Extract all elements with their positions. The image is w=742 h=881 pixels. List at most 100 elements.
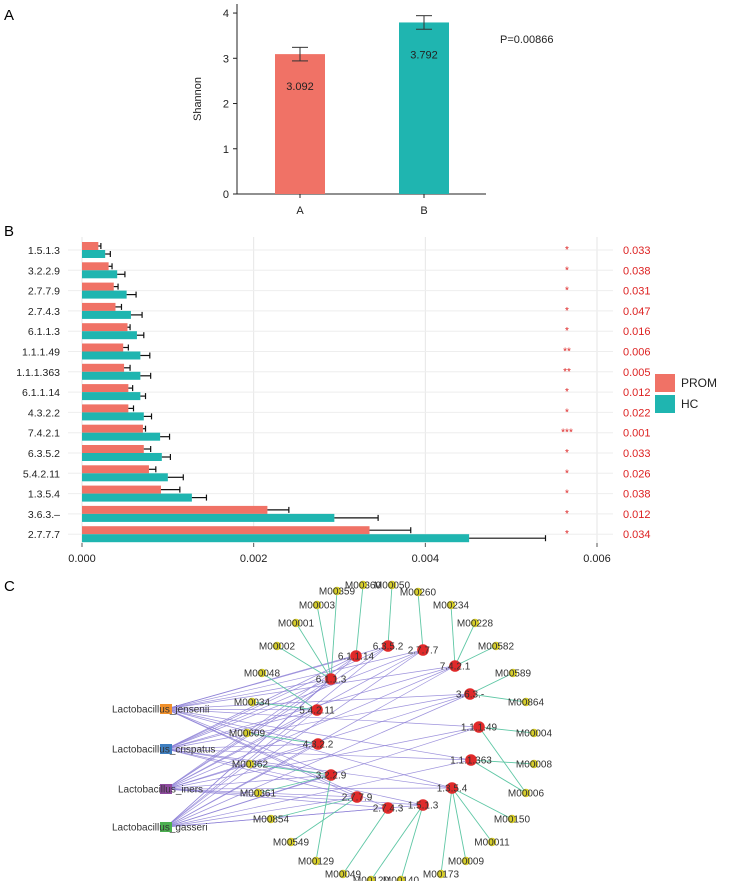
b-pvalue-label: 0.038 [623,265,651,277]
c-ec-node [417,644,429,656]
c-module-node [245,759,255,769]
b-bar-hc [82,250,106,258]
c-module-node [387,580,397,590]
b-x-tick-label: 0.006 [583,553,611,565]
b-bar-hc [82,392,141,401]
panel-label-b: B [4,223,14,240]
b-bar-prom [82,323,128,332]
c-edge-module-ec [417,591,424,651]
b-bar-hc [82,473,168,482]
c-edge-module-ec [387,584,393,647]
b-bar-prom [82,445,144,453]
c-species-label: Lactobacillus_crispatus [112,745,215,756]
c-module-node [366,875,376,881]
b-pvalue-label: 0.022 [623,407,651,419]
b-bar-prom [82,343,124,352]
c-edge-module-ec [355,584,364,657]
b-bar-prom [82,465,149,474]
b-bar-prom [82,384,129,393]
c-module-node [413,587,423,597]
c-ec-node [382,640,394,652]
c-module-node [529,728,539,738]
c-module-node [436,869,446,879]
a-bar-a [275,54,325,194]
b-pvalue-label: 0.016 [623,326,651,338]
a-bar-b [399,22,449,195]
c-ec-node [473,721,485,733]
c-module-node [358,580,368,590]
c-edge-module-ec [330,590,338,680]
c-edge-species-ec [165,645,389,828]
c-module-node [491,641,501,651]
c-ec-node [465,754,477,766]
c-module-label: M00120 [353,876,390,881]
c-edge-module-ec [470,759,527,794]
c-edge-module-ec [249,763,332,776]
c-module-node [529,759,539,769]
c-module-label: M00011 [474,838,510,849]
b-pvalue-label: 0.031 [623,286,651,298]
c-module-node [253,788,263,798]
c-edge-module-ec [315,774,332,862]
c-module-label: M00589 [495,669,532,680]
c-ec-label: 1.5.1.3 [408,801,439,812]
c-edge-species-ec [165,655,357,828]
b-category-label: 7.4.2.1 [28,428,60,440]
c-edge-module-ec [450,604,456,667]
c-edge-species-ec [165,796,358,828]
b-bar-hc [82,493,192,502]
c-module-node [291,618,301,628]
b-significance-mark: ** [563,347,571,358]
c-ec-node [325,769,337,781]
c-module-label: M00006 [508,789,545,800]
c-module-label: M00582 [478,642,515,653]
b-category-label: 1.1.1.363 [16,367,60,379]
c-edge-module-ec [257,774,332,794]
c-species-node [160,704,172,714]
c-ec-node [351,791,363,803]
c-module-label: M00048 [244,669,281,680]
c-edge-species-ec [165,709,318,790]
c-species-label: Lactobacillus_jensenii [112,705,209,716]
c-species-node [160,744,172,754]
c-ec-node [382,802,394,814]
c-edge-species-ec [165,748,472,761]
c-edge-species-ec [165,709,318,750]
c-edge-species-ec [165,787,453,790]
c-module-label: M00359 [319,587,356,598]
c-module-node [521,788,531,798]
b-legend-swatch-prom [655,374,675,392]
c-module-node [242,728,252,738]
c-module-label: M00360 [345,581,382,592]
c-module-node [338,869,348,879]
c-module-label: M00361 [240,789,277,800]
b-significance-mark: *** [561,428,573,439]
b-bar-prom [82,526,370,535]
b-bar-hc [82,290,127,299]
c-ec-label: 3.2.2.9 [316,771,347,782]
b-bar-hc [82,432,161,441]
c-edge-species-ec [165,678,332,710]
c-edge-species-ec [165,693,471,750]
c-module-label: M00009 [448,857,485,868]
b-category-label: 6.1.1.14 [22,387,60,399]
c-module-node [272,641,282,651]
b-category-label: 2.7.7.9 [28,286,60,298]
b-significance-mark: * [565,509,569,520]
c-module-label: M00228 [457,619,494,630]
c-module-node [257,668,267,678]
c-edge-species-ec [165,788,389,809]
c-edge-module-ec [295,622,332,680]
c-edge-module-ec [316,604,332,680]
b-pvalue-label: 0.038 [623,489,651,501]
b-category-label: 1.5.1.3 [28,245,60,257]
c-ec-label: 1.1.1.49 [461,723,498,734]
a-bar-value-label: 3.792 [410,49,438,61]
c-ec-node [312,738,324,750]
c-module-label: M00173 [423,870,460,881]
b-significance-mark: * [565,306,569,317]
c-edge-species-ec [165,708,319,745]
c-module-node [508,668,518,678]
b-pvalue-label: 0.033 [623,245,651,257]
